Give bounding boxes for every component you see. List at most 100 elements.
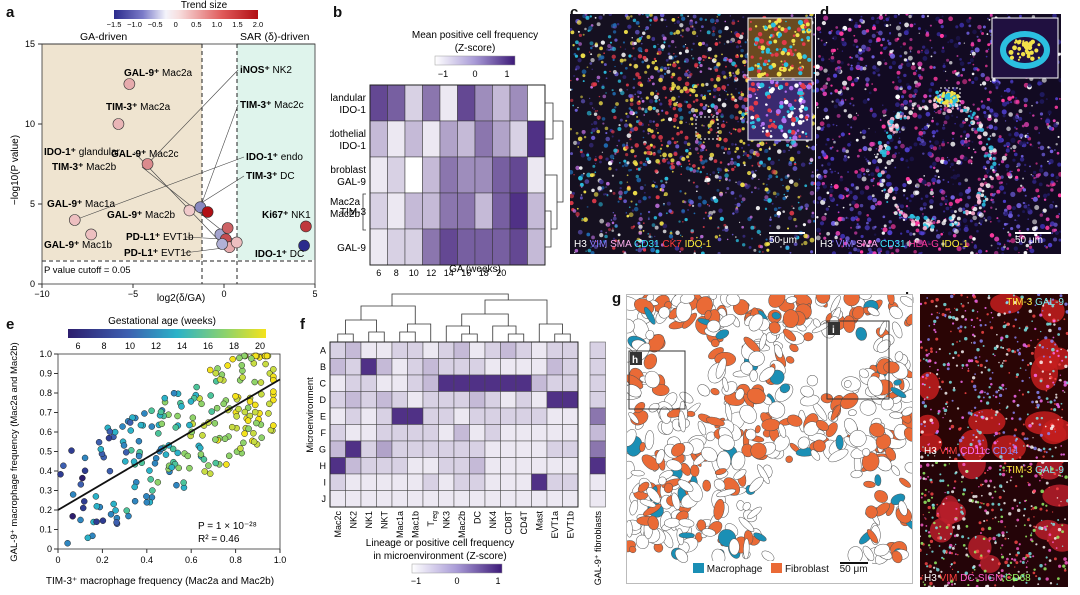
f-heatmap-cell — [422, 407, 439, 425]
volcano-point — [141, 158, 154, 170]
f-heatmap-cell — [531, 490, 548, 508]
f-heatmap-cell — [329, 341, 346, 359]
f-heatmap-cell — [360, 391, 377, 409]
b-heatmap-cell — [492, 120, 511, 158]
f-heatmap-cell — [345, 407, 362, 425]
f-heatmap-cell — [345, 341, 362, 359]
b-heatmap-cell — [422, 84, 441, 122]
panel-d-legend-item: CD31 — [877, 239, 906, 250]
f-heatmap-cell — [484, 424, 501, 442]
e-scatter-point — [246, 398, 254, 405]
e-scatter-point — [105, 434, 113, 442]
e-pvalue: P = 1 × 10⁻²⁸ — [198, 521, 257, 532]
b-heatmap-cell — [492, 192, 511, 230]
f-x-axis-title-2: in microenvironment (Z-score) — [373, 551, 506, 562]
f-heatmap-cell — [531, 407, 548, 425]
b-group-label: Mac2a — [330, 197, 360, 208]
e-scatter-point — [161, 394, 169, 402]
f-heatmap-cell — [453, 473, 470, 491]
f-heatmap-cell — [589, 341, 606, 359]
f-col-label: Mac1b — [410, 511, 420, 538]
e-scatter-point — [224, 362, 231, 369]
f-heatmap-cell — [453, 424, 470, 442]
e-y-tick: 0 — [47, 544, 52, 554]
b-heatmap-cell — [474, 120, 493, 158]
volcano-point-label: TIM-3⁺ Mac2c — [240, 100, 304, 111]
ga-driven-label: GA-driven — [80, 31, 127, 43]
e-scatter-point — [157, 408, 165, 416]
y-tick-label: 15 — [25, 39, 35, 49]
b-row-label: Fibroblast — [330, 165, 366, 176]
e-scatter-point — [97, 445, 105, 453]
f-col-label: EVT1a — [550, 511, 560, 539]
volcano-point-label: IDO-1⁺ glandular — [44, 147, 121, 158]
f-heatmap-cell — [500, 358, 517, 376]
panel-g-segmentation-map: h i Macrophage Fibroblast 50 μm — [626, 294, 913, 584]
e-scatter-point — [212, 459, 219, 467]
f-colorbar — [411, 563, 503, 574]
e-scatter-point — [106, 428, 114, 435]
f-heatmap-cell — [515, 457, 532, 475]
f-heatmap-cell — [562, 391, 579, 409]
volcano-point-label: TIM-3⁺ DC — [246, 171, 295, 182]
e-scatter-point — [208, 408, 215, 415]
panel-i-legend-bottom: H3 VIM DC-SIGN CD68 — [924, 573, 1031, 584]
e-y-tick: 0.6 — [39, 427, 52, 437]
trend-size-colorbar — [114, 10, 258, 19]
x-tick-label: 0 — [221, 289, 226, 299]
f-row-label: G — [319, 444, 326, 454]
b-x-tick: 16 — [461, 268, 471, 278]
e-scatter-point — [168, 464, 176, 471]
b-scale-tick: −1 — [438, 69, 448, 79]
f-heatmap-cell — [546, 490, 563, 508]
panel-e-scatter: Gestational age (weeks) 6 8 10 12 14 16 18 20 0… — [9, 316, 286, 587]
b-x-tick: 14 — [444, 268, 454, 278]
e-scatter-point — [148, 407, 155, 414]
b-x-tick: 8 — [394, 268, 399, 278]
e-scatter-point — [251, 408, 259, 416]
e-scatter-point — [193, 383, 200, 391]
e-colorbar-tick: 14 — [177, 341, 187, 351]
b-heatmap-cell — [369, 192, 388, 230]
f-x-axis-title-1: Lineage or positive cell frequency — [366, 538, 514, 549]
e-scatter-point — [69, 491, 77, 498]
e-scatter-point — [250, 430, 257, 437]
f-heatmap-cell — [391, 440, 408, 458]
volcano-point — [201, 206, 214, 218]
f-heatmap-cell — [407, 424, 424, 442]
b-row-label: IDO-1 — [339, 105, 366, 116]
f-heatmap-cell — [515, 407, 532, 425]
f-heatmap-cell — [469, 358, 486, 376]
f-scale-tick: 0 — [454, 576, 459, 586]
f-heatmap-cell — [422, 391, 439, 409]
f-row-label: J — [322, 494, 327, 504]
f-heatmap-cell — [484, 490, 501, 508]
f-heatmap-cell — [453, 358, 470, 376]
e-colorbar — [68, 329, 266, 338]
b-heatmap-cell — [509, 228, 528, 266]
f-heatmap-cell — [422, 341, 439, 359]
f-heatmap-cell — [345, 473, 362, 491]
f-heatmap-cell — [589, 374, 606, 392]
e-y-axis-title: GAL-9⁺ macrophage frequency (Mac2a and M… — [9, 342, 20, 561]
e-scatter-point — [172, 424, 179, 431]
e-scatter-point — [270, 396, 277, 404]
f-heatmap-cell — [422, 473, 439, 491]
f-heatmap-cell — [562, 440, 579, 458]
e-scatter-point — [200, 456, 208, 463]
f-heatmap-cell — [360, 424, 377, 442]
e-colorbar-tick: 8 — [101, 341, 106, 351]
e-scatter-point — [245, 425, 252, 432]
panel-c-legend-item: VIM — [586, 239, 608, 250]
f-heatmap-cell — [360, 407, 377, 425]
f-heatmap-cell — [453, 374, 470, 392]
b-row-label: GAL-9 — [337, 177, 366, 188]
b-heatmap-cell — [422, 192, 441, 230]
e-y-tick: 1.0 — [39, 349, 52, 359]
b-colorbar — [434, 55, 516, 66]
e-scatter-point — [257, 379, 265, 386]
x-tick-label: −10 — [34, 289, 49, 299]
f-heatmap-cell — [562, 473, 579, 491]
panel-label-b: b — [333, 4, 343, 21]
